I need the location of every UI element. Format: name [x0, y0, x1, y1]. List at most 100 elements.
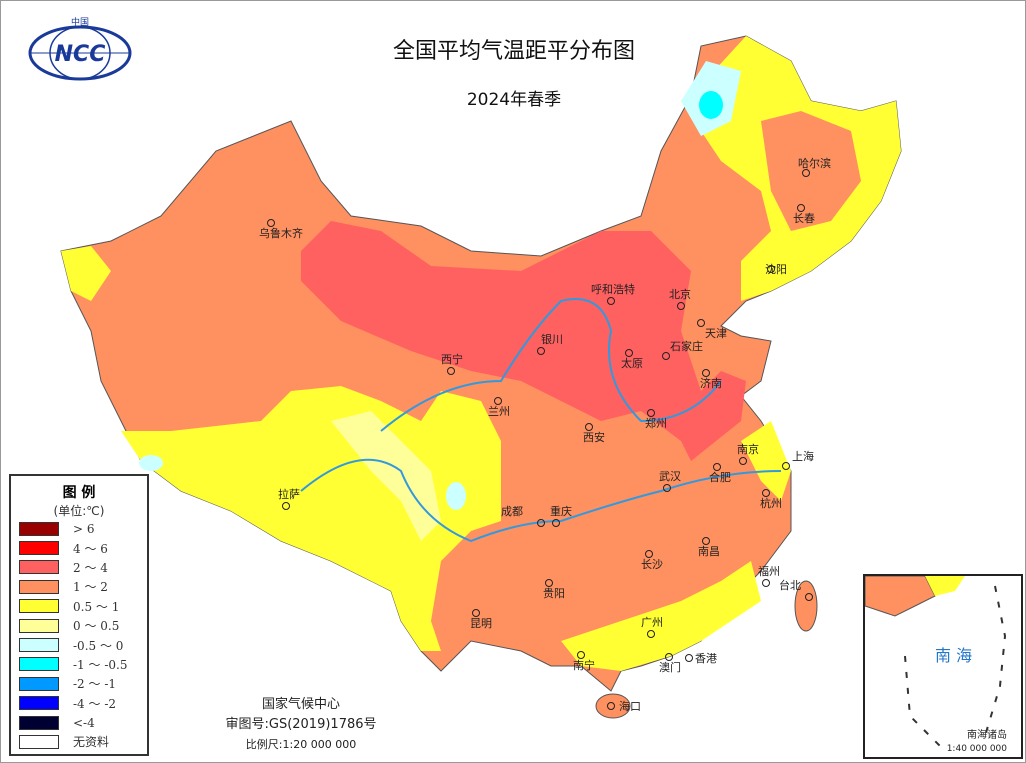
region-neg0.5-to-0-plateau — [446, 482, 466, 510]
svg-text:NCC: NCC — [55, 42, 106, 67]
city-dot-icon — [537, 519, 545, 527]
inset-sea-label: 南 海 — [935, 646, 973, 665]
legend-item: 无资料 — [19, 732, 147, 751]
city-label: 香港 — [695, 652, 717, 665]
city-label: 拉萨 — [278, 487, 300, 501]
yellow-river — [380, 298, 722, 432]
legend-swatch — [19, 579, 59, 594]
legend-label: 0 ～ 0.5 — [73, 619, 120, 634]
city-marker: 哈尔滨 — [798, 156, 831, 177]
city-label: 长沙 — [641, 558, 663, 571]
hainan — [595, 693, 631, 719]
legend-swatch — [19, 676, 59, 691]
legend-label: > 6 — [73, 521, 95, 536]
city-marker: 香港 — [685, 652, 717, 665]
region-0-to-0.5-sichuan — [331, 411, 441, 541]
region-1-to-2-northeast — [761, 111, 861, 231]
city-marker: 沈阳 — [765, 262, 787, 276]
city-marker: 海口 — [607, 699, 641, 713]
city-label: 西安 — [583, 430, 605, 444]
city-dot-icon — [767, 265, 775, 273]
legend: 图 例 (单位:℃) > 6 4 ～ 6 2 ～ 4 1 ～ 2 0.5 ～ 1 0 ～ … — [9, 474, 149, 756]
city-label: 澳门 — [659, 660, 681, 674]
city-dot-icon — [625, 349, 633, 357]
city-label: 长春 — [793, 212, 815, 225]
city-dot-icon — [662, 352, 670, 360]
city-label: 福州 — [758, 564, 780, 578]
region-0.5-to-1-far-west — [61, 246, 111, 301]
taiwan — [794, 580, 818, 632]
city-marker: 合肥 — [709, 463, 731, 484]
city-marker: 南京 — [737, 442, 759, 465]
city-dot-icon — [545, 579, 553, 587]
city-dot-icon — [267, 219, 275, 227]
legend-label: 0.5 ～ 1 — [73, 599, 120, 614]
city-marker: 呼和浩特 — [591, 282, 635, 305]
city-label: 济南 — [700, 376, 722, 390]
inset-islands-label: 南海诸岛 — [967, 730, 1007, 741]
city-marker: 重庆 — [550, 504, 572, 527]
credit: 国家气候中心 审图号:GS(2019)1786号 比例尺:1:20 000 00… — [201, 695, 401, 755]
city-label: 合肥 — [709, 470, 731, 484]
legend-item: <-4 — [19, 713, 147, 732]
city-label: 武汉 — [659, 470, 681, 483]
legend-swatch — [19, 521, 59, 536]
legend-label: -4 ～ -2 — [73, 696, 117, 711]
legend-swatch — [19, 657, 59, 672]
legend-label: 1 ～ 2 — [73, 580, 108, 595]
legend-swatch — [19, 541, 59, 556]
city-dot-icon — [647, 409, 655, 417]
city-dot-icon — [665, 653, 673, 661]
city-dot-icon — [802, 169, 810, 177]
city-dot-icon — [762, 579, 770, 587]
city-label: 太原 — [621, 357, 643, 370]
city-dot-icon — [645, 550, 653, 558]
city-marker: 贵阳 — [543, 579, 565, 600]
city-label: 台北 — [779, 578, 801, 592]
city-label: 昆明 — [470, 617, 492, 630]
legend-label: 无资料 — [73, 735, 110, 750]
legend-label: 2 ～ 4 — [73, 560, 108, 575]
city-marker: 杭州 — [760, 489, 782, 510]
legend-swatch — [19, 696, 59, 711]
city-marker: 兰州 — [488, 397, 510, 418]
city-dot-icon — [663, 484, 671, 492]
city-label: 兰州 — [488, 405, 510, 418]
yangtze-river — [300, 458, 782, 543]
city-marker: 长沙 — [641, 550, 663, 571]
city-dot-icon — [782, 462, 790, 470]
city-dot-icon — [537, 347, 545, 355]
legend-item: 0.5 ～ 1 — [19, 597, 147, 616]
city-dot-icon — [585, 423, 593, 431]
city-dot-icon — [494, 397, 502, 405]
city-marker: 福州 — [758, 564, 780, 587]
city-dot-icon — [805, 593, 813, 601]
credit-scale: 比例尺:1:20 000 000 — [245, 738, 357, 751]
legend-label: -1 ～ -0.5 — [73, 657, 128, 672]
city-marker: 南昌 — [698, 537, 720, 558]
region-neg0.5-to-0-tibet — [139, 455, 163, 471]
legend-item: -2 ～ -1 — [19, 674, 147, 693]
city-dot-icon — [552, 519, 560, 527]
city-label: 南京 — [737, 442, 759, 456]
city-label: 乌鲁木齐 — [259, 226, 303, 240]
legend-label: 4 ～ 6 — [73, 541, 108, 556]
city-label: 西宁 — [441, 352, 463, 366]
city-label: 南昌 — [698, 545, 720, 558]
city-label: 杭州 — [760, 496, 782, 510]
city-dot-icon — [685, 654, 693, 662]
city-marker: 上海 — [782, 449, 814, 470]
city-marker: 银川 — [537, 332, 563, 355]
city-label: 贵阳 — [543, 587, 565, 600]
city-marker: 乌鲁木齐 — [259, 219, 303, 240]
city-marker: 西宁 — [441, 352, 463, 375]
city-label: 广州 — [641, 616, 663, 629]
ncc-logo: NCC 中国 — [28, 16, 132, 81]
legend-unit: (单位:℃) — [53, 504, 105, 518]
city-marker: 成都 — [501, 505, 545, 527]
city-label: 沈阳 — [765, 262, 787, 276]
city-marker: 郑州 — [645, 409, 667, 430]
legend-label: <-4 — [73, 715, 95, 730]
